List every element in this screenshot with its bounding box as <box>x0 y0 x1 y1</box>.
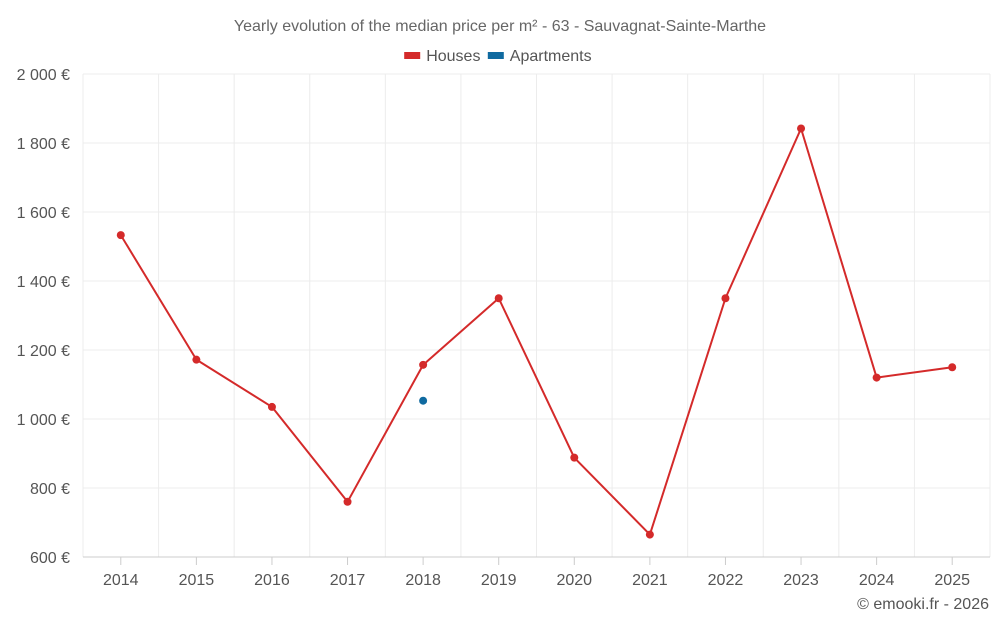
legend-label: Apartments <box>510 48 592 65</box>
y-tick-label: 800 € <box>30 481 70 498</box>
y-tick-label: 1 800 € <box>17 136 70 153</box>
x-tick-label: 2017 <box>330 572 366 589</box>
legend: Houses Apartments <box>404 48 592 65</box>
data-point[interactable] <box>570 453 579 462</box>
data-point[interactable] <box>797 124 806 133</box>
series <box>116 124 957 539</box>
x-tick-label: 2024 <box>859 572 895 589</box>
y-tick-label: 1 200 € <box>17 343 70 360</box>
data-point[interactable] <box>948 363 957 372</box>
data-point[interactable] <box>116 231 125 240</box>
data-point[interactable] <box>872 373 881 382</box>
y-tick-label: 2 000 € <box>17 67 70 84</box>
data-point[interactable] <box>192 355 201 364</box>
credit-text: © emooki.fr - 2026 <box>857 596 989 613</box>
x-tick-label: 2019 <box>481 572 517 589</box>
y-tick-label: 1 600 € <box>17 205 70 222</box>
data-point[interactable] <box>267 402 276 411</box>
x-tick-label: 2022 <box>708 572 744 589</box>
y-tick-label: 600 € <box>30 550 70 567</box>
data-point[interactable] <box>645 530 654 539</box>
legend-item-apartments[interactable]: Apartments <box>487 48 592 65</box>
x-tick-label: 2014 <box>103 572 139 589</box>
legend-item-houses[interactable]: Houses <box>404 48 480 65</box>
chart-title: Yearly evolution of the median price per… <box>234 18 766 35</box>
series-apartments <box>419 396 428 405</box>
series-houses <box>116 124 957 539</box>
legend-swatch <box>487 52 504 59</box>
x-tick-label: 2020 <box>556 572 592 589</box>
series-line-houses <box>119 127 953 536</box>
data-point[interactable] <box>494 294 503 303</box>
grid <box>82 73 991 557</box>
legend-swatch <box>404 52 421 59</box>
data-point[interactable] <box>343 497 352 506</box>
data-point[interactable] <box>419 396 428 405</box>
data-point[interactable] <box>419 360 428 369</box>
data-point[interactable] <box>721 294 730 303</box>
y-tick-label: 1 400 € <box>17 274 70 291</box>
x-tick-label: 2023 <box>783 572 819 589</box>
x-tick-label: 2025 <box>934 572 970 589</box>
x-tick-label: 2015 <box>179 572 215 589</box>
y-tick-label: 1 000 € <box>17 412 70 429</box>
x-tick-label: 2018 <box>405 572 441 589</box>
legend-label: Houses <box>426 48 480 65</box>
axes: 600 € 800 € 1 000 € 1 200 € 1 400 € 1 600 € 1 … <box>17 67 990 589</box>
x-tick-label: 2021 <box>632 572 668 589</box>
x-tick-label: 2016 <box>254 572 290 589</box>
